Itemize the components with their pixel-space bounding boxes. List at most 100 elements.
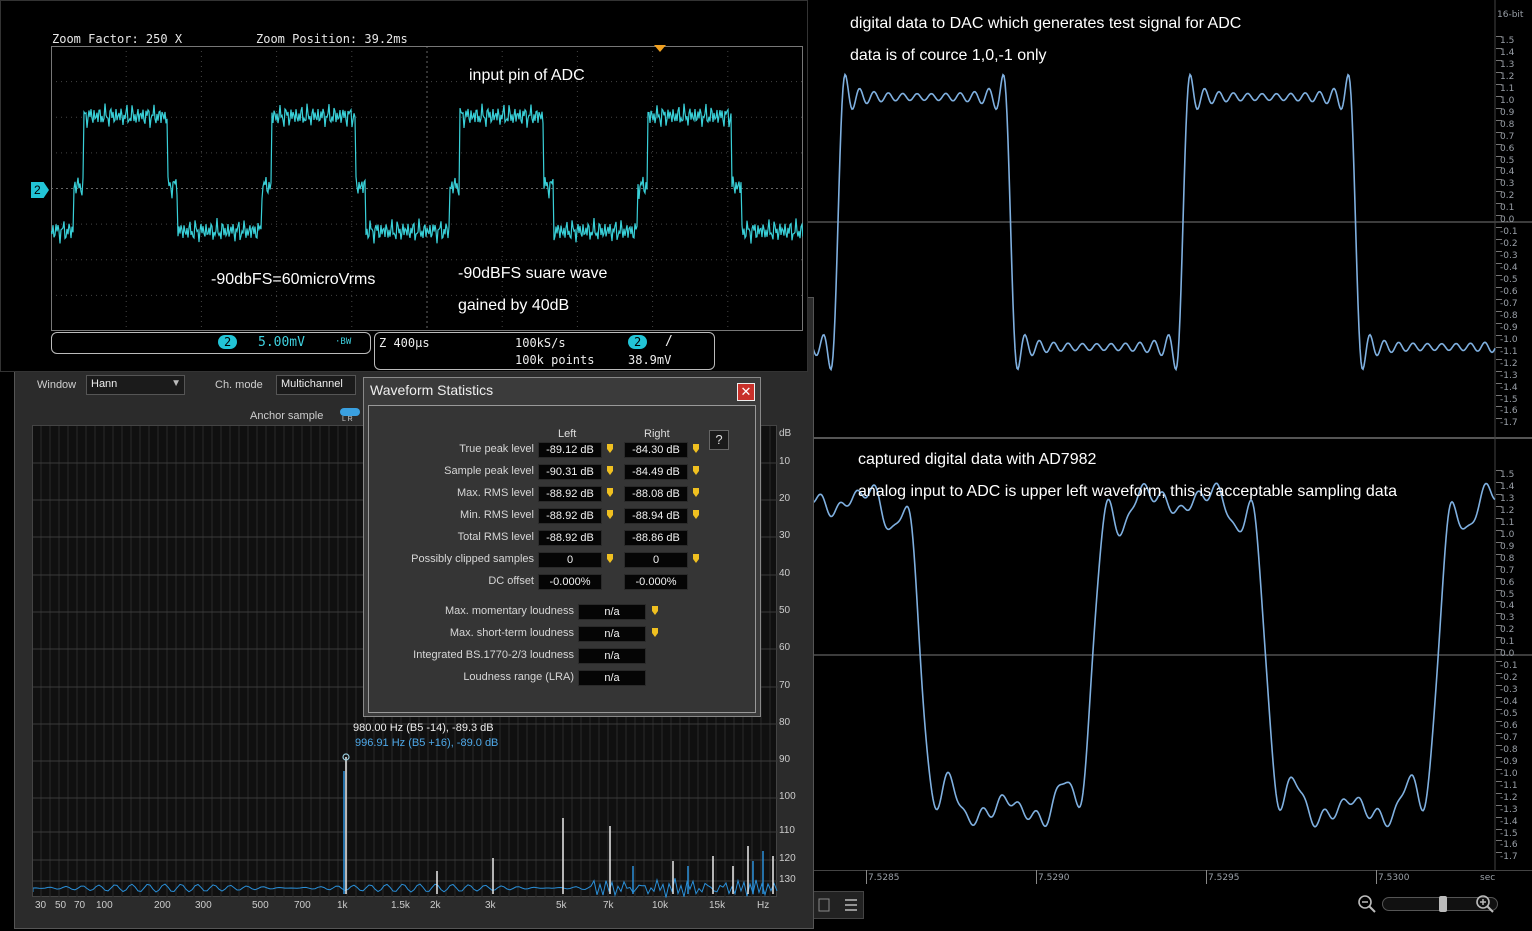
volts-per-div: 5.00mV — [258, 335, 305, 350]
window-select[interactable]: Hann ▼ — [86, 375, 185, 395]
waveform-editor-panel: 16-bit digital data to DAC which generat… — [808, 0, 1532, 931]
amplitude-tick-label: -0.9 — [1500, 756, 1518, 767]
hz-tick-label: 10k — [652, 900, 669, 911]
time-tick-label: 7.5295 — [1208, 873, 1240, 883]
hz-tick-label: 70 — [74, 900, 86, 911]
amplitude-tick-label: -0.4 — [1500, 263, 1518, 274]
loudness-label: Max. momentary loudness — [445, 605, 574, 617]
chevron-down-icon: ▼ — [171, 378, 181, 389]
amplitude-tick — [1496, 191, 1502, 193]
pin-icon[interactable] — [692, 465, 700, 476]
vertical-settings-box[interactable]: 2 5.00mV ·BW — [51, 332, 371, 354]
db-tick-label: 80 — [779, 717, 791, 728]
pin-icon[interactable] — [606, 509, 614, 520]
amplitude-tick-label: 0.8 — [1500, 119, 1515, 130]
amplitude-tick-label: -1.6 — [1500, 406, 1518, 417]
amplitude-tick — [1496, 744, 1502, 746]
annotation-adc-2: analog input to ADC is upper left wavefo… — [858, 483, 1397, 500]
amplitude-tick — [1496, 637, 1502, 639]
amplitude-tick — [1496, 59, 1502, 61]
loudness-value[interactable]: n/a — [578, 626, 646, 642]
stat-right-value[interactable]: -0.000% — [624, 574, 688, 590]
amplitude-tick-label: 0.2 — [1500, 625, 1515, 636]
stat-right-value[interactable]: -88.94 dB — [624, 508, 688, 524]
loudness-label: Max. short-term loudness — [449, 627, 574, 639]
amplitude-tick — [1496, 541, 1502, 543]
db-tick-label: 60 — [779, 642, 791, 653]
stat-left-value[interactable]: -88.92 dB — [538, 508, 602, 524]
zoom-position: Zoom Position: 39.2ms — [256, 32, 408, 46]
vertical-channel-badge: 2 — [218, 335, 238, 349]
list-view-icon[interactable] — [813, 892, 863, 918]
stat-right-value[interactable]: -84.30 dB — [624, 442, 688, 458]
annotation-adc-input: input pin of ADC — [469, 67, 585, 84]
channel-2-marker[interactable]: 2 — [31, 182, 49, 198]
anchor-lr-label: L R — [342, 416, 353, 423]
amplitude-tick-label: -0.3 — [1500, 251, 1518, 262]
amplitude-tick-label: -0.1 — [1500, 227, 1518, 238]
zoom-slider-handle[interactable] — [1439, 896, 1447, 912]
amplitude-tick-label: -0.7 — [1500, 298, 1518, 309]
loudness-value[interactable]: n/a — [578, 648, 646, 664]
pin-icon[interactable] — [692, 443, 700, 454]
amplitude-tick — [1496, 358, 1502, 360]
zoom-slider[interactable] — [1382, 896, 1498, 912]
amplitude-tick-label: -1.1 — [1500, 346, 1518, 357]
amplitude-tick-label: 0.5 — [1500, 155, 1515, 166]
pin-icon[interactable] — [606, 465, 614, 476]
stat-right-value[interactable]: -84.49 dB — [624, 464, 688, 480]
stat-left-value[interactable]: -88.92 dB — [538, 486, 602, 502]
time-ruler-bar — [808, 870, 1532, 889]
timebase-box[interactable]: Z 400µs 100kS/s 100k points 2 / 38.9mV — [374, 332, 715, 370]
pin-icon[interactable] — [692, 509, 700, 520]
pin-icon[interactable] — [606, 553, 614, 564]
loudness-value[interactable]: n/a — [578, 670, 646, 686]
editor-waveform-svg[interactable] — [808, 0, 1532, 931]
db-tick-label: 120 — [779, 853, 796, 864]
stat-right-value[interactable]: 0 — [624, 552, 688, 568]
anchor-sample-toggle[interactable] — [340, 408, 360, 416]
zoom-out-icon[interactable] — [1356, 893, 1380, 915]
chmode-select[interactable]: Multichannel — [276, 375, 356, 395]
amplitude-tick — [1496, 505, 1502, 507]
db-tick-label: 40 — [779, 568, 791, 579]
amplitude-tick — [1496, 203, 1502, 205]
close-icon[interactable]: ✕ — [737, 383, 755, 401]
help-button[interactable]: ? — [709, 430, 729, 450]
pin-icon[interactable] — [692, 487, 700, 498]
amplitude-tick-label: -0.9 — [1500, 322, 1518, 333]
peak-marker[interactable] — [342, 753, 350, 761]
amplitude-tick — [1496, 709, 1502, 710]
stat-row-label: Max. RMS level — [456, 487, 534, 499]
pin-icon[interactable] — [651, 605, 659, 616]
amplitude-tick — [1496, 792, 1502, 794]
pin-icon[interactable] — [606, 443, 614, 454]
amplitude-tick — [1496, 661, 1502, 663]
amplitude-tick — [1496, 95, 1502, 97]
digital-dac-waveform — [808, 72, 1496, 372]
amplitude-tick-label: -0.8 — [1500, 744, 1518, 755]
column-right-header: Right — [644, 428, 670, 440]
amplitude-tick-label: 1.5 — [1500, 36, 1515, 46]
stat-row-label: DC offset — [488, 575, 534, 587]
stat-left-value[interactable]: -0.000% — [538, 574, 602, 590]
amplitude-tick-label: -1.3 — [1500, 370, 1518, 381]
amplitude-tick — [1496, 601, 1502, 603]
zoom-in-icon[interactable] — [1474, 893, 1498, 915]
pin-icon[interactable] — [606, 487, 614, 498]
loudness-value[interactable]: n/a — [578, 604, 646, 620]
stat-right-value[interactable]: -88.86 dB — [624, 530, 688, 546]
stat-left-value[interactable]: -90.31 dB — [538, 464, 602, 480]
stat-left-value[interactable]: -89.12 dB — [538, 442, 602, 458]
pin-icon[interactable] — [692, 553, 700, 564]
stat-left-value[interactable]: -88.92 dB — [538, 530, 602, 546]
amplitude-tick — [1496, 720, 1502, 722]
hz-tick-label: 50 — [55, 900, 67, 911]
stat-left-value[interactable]: 0 — [538, 552, 602, 568]
time-tick-label: 7.5285 — [868, 873, 900, 883]
pin-icon[interactable] — [651, 627, 659, 638]
stat-right-value[interactable]: -88.08 dB — [624, 486, 688, 502]
amplitude-tick-label: 0.1 — [1500, 203, 1515, 214]
amplitude-tick-label: 0.0 — [1500, 649, 1515, 660]
amplitude-tick-label: -1.5 — [1500, 828, 1518, 839]
